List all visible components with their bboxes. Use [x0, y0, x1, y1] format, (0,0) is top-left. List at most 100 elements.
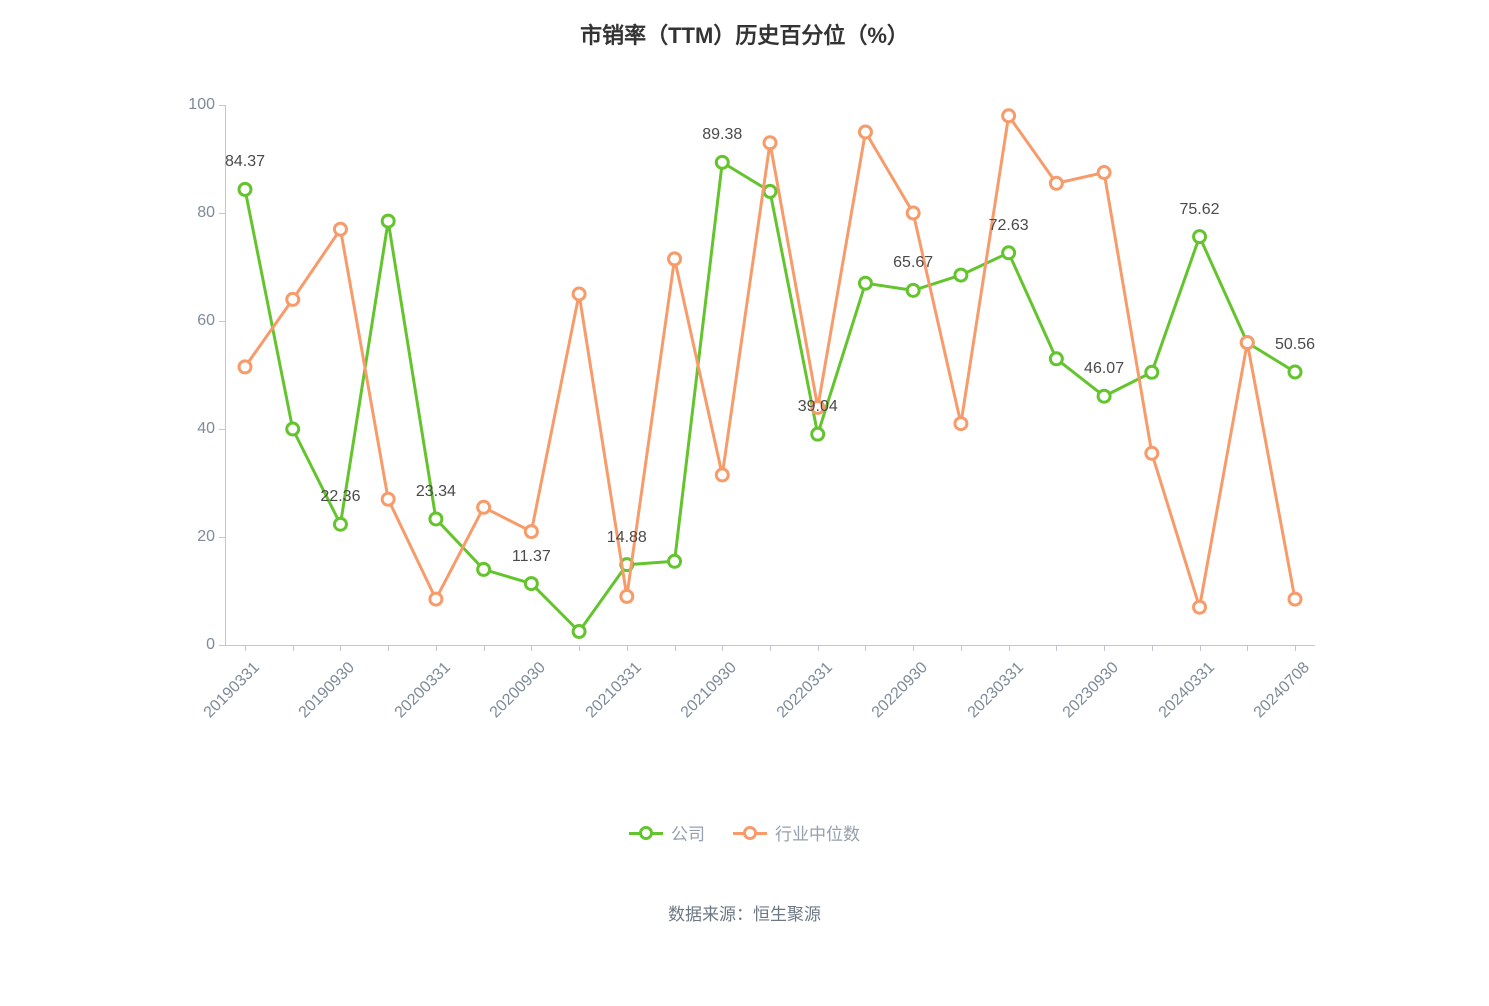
y-tick-mark [219, 429, 225, 430]
series-marker [287, 293, 299, 305]
legend: 公司 行业中位数 [0, 820, 1489, 845]
x-tick-label: 20190331 [201, 659, 264, 722]
x-tick-label: 20240331 [1155, 659, 1218, 722]
legend-item: 行业中位数 [733, 820, 860, 845]
x-tick-mark [913, 645, 914, 651]
legend-label: 公司 [671, 820, 705, 845]
x-tick-mark [293, 645, 294, 651]
x-tick-label: 20230930 [1060, 659, 1123, 722]
data-source-note: 数据来源：恒生聚源 [0, 900, 1489, 925]
series-marker [478, 501, 490, 513]
y-tick-label: 80 [155, 204, 215, 222]
series-marker [287, 423, 299, 435]
y-axis-line [225, 105, 226, 645]
x-tick-label: 20220331 [773, 659, 836, 722]
series-marker [525, 526, 537, 538]
y-tick-label: 100 [155, 96, 215, 114]
legend-item: 公司 [629, 820, 705, 845]
x-tick-mark [531, 645, 532, 651]
series-marker [621, 590, 633, 602]
series-marker [669, 555, 681, 567]
series-marker [334, 223, 346, 235]
y-tick-label: 40 [155, 420, 215, 438]
series-marker [955, 418, 967, 430]
chart-title: 市销率（TTM）历史百分位（%） [0, 18, 1489, 50]
series-marker [525, 578, 537, 590]
series-marker [1003, 110, 1015, 122]
series-line-0 [245, 162, 1295, 631]
data-label: 22.36 [320, 488, 360, 506]
series-marker [1241, 337, 1253, 349]
data-label: 11.37 [512, 548, 551, 566]
series-marker [859, 126, 871, 138]
x-tick-mark [436, 645, 437, 651]
series-marker [1050, 177, 1062, 189]
data-label: 50.56 [1275, 336, 1315, 354]
y-tick-mark [219, 213, 225, 214]
series-marker [430, 593, 442, 605]
series-marker [382, 215, 394, 227]
data-label: 46.07 [1084, 360, 1124, 378]
x-tick-mark [627, 645, 628, 651]
x-tick-mark [1056, 645, 1057, 651]
series-marker [239, 361, 251, 373]
series-marker [1050, 353, 1062, 365]
x-tick-mark [675, 645, 676, 651]
x-tick-label: 20210331 [582, 659, 645, 722]
series-marker [1289, 366, 1301, 378]
data-label: 65.67 [893, 254, 933, 272]
x-tick-mark [818, 645, 819, 651]
series-marker [334, 518, 346, 530]
legend-swatch [733, 824, 767, 842]
x-tick-mark [865, 645, 866, 651]
x-tick-label: 20200331 [392, 659, 455, 722]
series-marker [716, 156, 728, 168]
data-label: 14.88 [607, 529, 647, 547]
x-tick-mark [1200, 645, 1201, 651]
x-tick-label: 20210930 [678, 659, 741, 722]
series-marker [1194, 601, 1206, 613]
chart-container: 市销率（TTM）历史百分位（%） 02040608010020190331201… [0, 0, 1489, 1006]
x-tick-mark [1247, 645, 1248, 651]
data-label: 75.62 [1180, 201, 1220, 219]
legend-label: 行业中位数 [775, 820, 860, 845]
series-marker [1194, 231, 1206, 243]
y-tick-mark [219, 105, 225, 106]
series-marker [764, 185, 776, 197]
series-marker [859, 277, 871, 289]
x-tick-mark [770, 645, 771, 651]
x-tick-mark [388, 645, 389, 651]
x-tick-label: 20190930 [296, 659, 359, 722]
x-tick-mark [340, 645, 341, 651]
series-marker [812, 428, 824, 440]
series-marker [239, 183, 251, 195]
x-tick-mark [1152, 645, 1153, 651]
data-label: 84.37 [225, 153, 265, 171]
series-marker [382, 493, 394, 505]
y-tick-mark [219, 321, 225, 322]
plot-area: 0204060801002019033120190930202003312020… [225, 105, 1315, 645]
data-label: 23.34 [416, 483, 456, 501]
y-tick-label: 60 [155, 312, 215, 330]
series-marker [430, 513, 442, 525]
x-tick-label: 20230331 [964, 659, 1027, 722]
series-marker [573, 626, 585, 638]
series-marker [907, 284, 919, 296]
x-tick-label: 20220930 [869, 659, 932, 722]
series-marker [955, 269, 967, 281]
series-marker [1289, 593, 1301, 605]
series-marker [669, 253, 681, 265]
y-tick-mark [219, 537, 225, 538]
x-tick-mark [1104, 645, 1105, 651]
series-marker [478, 563, 490, 575]
legend-swatch [629, 824, 663, 842]
series-marker [764, 137, 776, 149]
chart-svg [225, 105, 1315, 645]
x-tick-mark [484, 645, 485, 651]
series-marker [907, 207, 919, 219]
data-label: 89.38 [702, 126, 742, 144]
series-marker [1146, 447, 1158, 459]
series-marker [1098, 390, 1110, 402]
y-tick-label: 0 [155, 636, 215, 654]
series-marker [573, 288, 585, 300]
